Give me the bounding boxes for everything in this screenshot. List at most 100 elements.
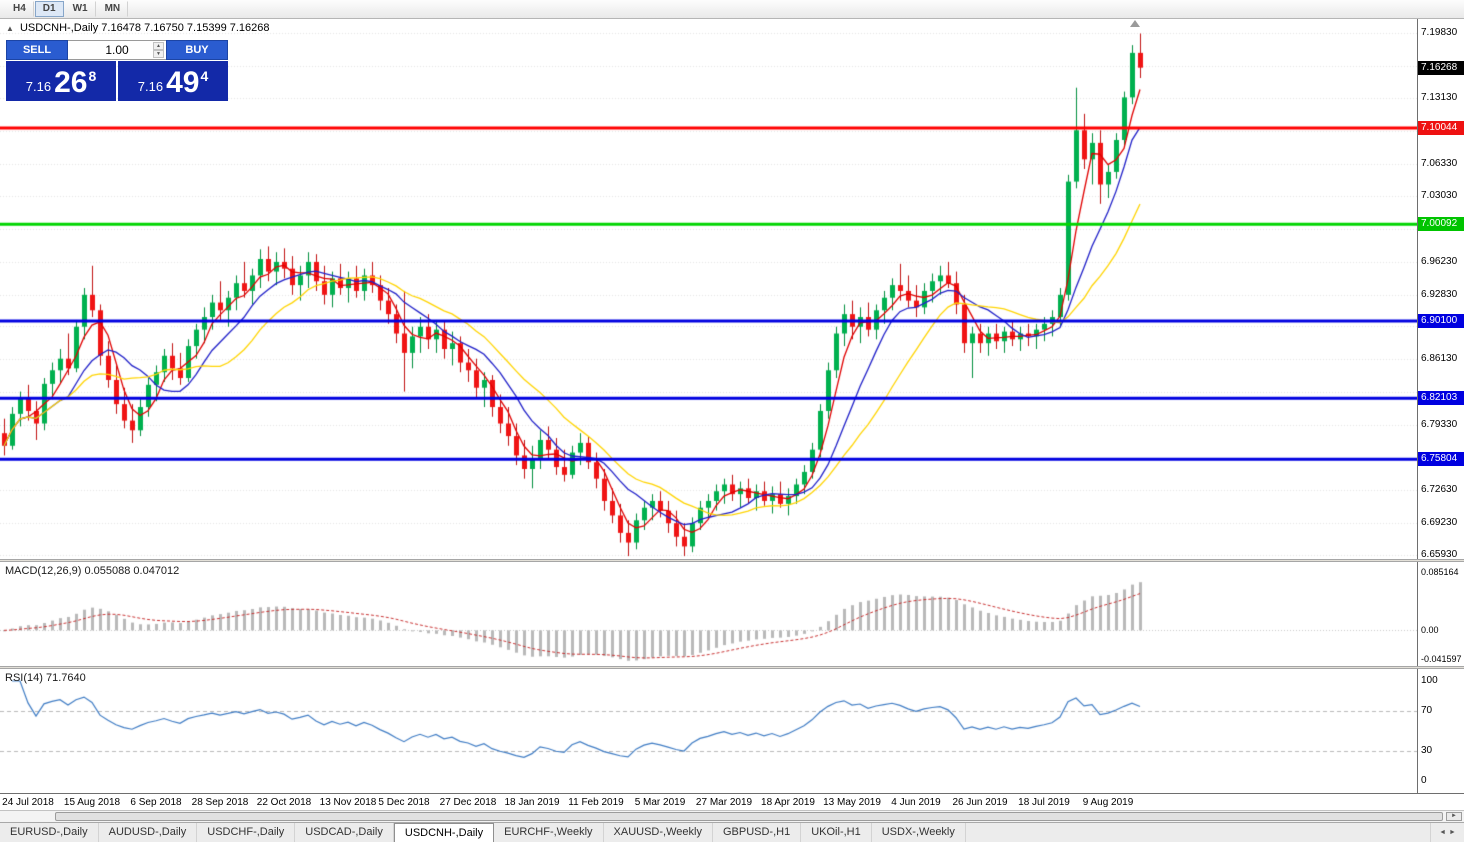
macd-canvas[interactable] xyxy=(0,562,1417,666)
rsi-panel: RSI(14) 71.7640 xyxy=(0,669,1417,793)
volume-up-icon[interactable]: ▲ xyxy=(153,42,164,50)
chart-symbol-period: USDCNH-,Daily xyxy=(19,22,99,34)
date-axis[interactable]: 24 Jul 2018 15 Aug 2018 6 Sep 2018 28 Sep 2… xyxy=(0,793,1417,810)
volume-down-icon[interactable]: ▼ xyxy=(153,50,164,58)
date-axis-label: 11 Feb 2019 xyxy=(568,797,624,808)
chart-tab-xauusd-weekly[interactable]: XAUUSD-,Weekly xyxy=(604,823,713,842)
chart-tab-bar: EURUSD-,Daily AUDUSD-,Daily USDCHF-,Daily U… xyxy=(0,822,1464,842)
scroll-to-end-button[interactable]: ► xyxy=(1446,812,1462,821)
date-axis-label: 22 Oct 2018 xyxy=(256,797,312,808)
price-axis-label: 7.19830 xyxy=(1421,27,1458,39)
buy-price-pips: 49 xyxy=(166,66,200,99)
chart-tab-eurusd-daily[interactable]: EURUSD-,Daily xyxy=(0,823,99,842)
chart-tab-usdx-weekly[interactable]: USDX-,Weekly xyxy=(872,823,966,842)
rsi-axis-label: 0 xyxy=(1421,775,1427,786)
rsi-axis-label: 30 xyxy=(1421,745,1433,756)
price-axis-label: 6.72630 xyxy=(1421,484,1458,495)
date-axis-label: 5 Dec 2018 xyxy=(378,797,430,808)
one-click-trading-panel: SELL 1.00 ▲ ▼ BUY 7.16 xyxy=(6,40,228,101)
sell-price-pips: 26 xyxy=(54,66,88,99)
chart-tab-usdchf-daily[interactable]: USDCHF-,Daily xyxy=(197,823,296,842)
date-axis-label: 18 Jul 2019 xyxy=(1018,797,1070,808)
macd-axis-label: 0.085164 xyxy=(1421,566,1459,577)
timeframe-button-w1[interactable]: W1 xyxy=(65,1,96,17)
chart-tabs-list: EURUSD-,Daily AUDUSD-,Daily USDCHF-,Daily U… xyxy=(0,823,1430,842)
rsi-label: RSI(14) 71.7640 xyxy=(5,672,86,684)
tab-scroll-controls: ◄ ► xyxy=(1430,823,1464,842)
tabs-scroll-left-icon[interactable]: ◄ xyxy=(1439,829,1446,836)
date-axis-label: 18 Jan 2019 xyxy=(504,797,560,808)
price-axis-label: 7.06330 xyxy=(1421,157,1458,169)
chart-tab-gbpusd-h1[interactable]: GBPUSD-,H1 xyxy=(713,823,802,842)
date-axis-label: 27 Mar 2019 xyxy=(695,797,753,808)
chart-title: ▲ USDCNH-,Daily 7.16478 7.16750 7.15399 … xyxy=(6,22,270,34)
tabs-scroll-right-icon[interactable]: ► xyxy=(1449,829,1456,836)
volume-spinner: ▲ ▼ xyxy=(153,42,164,58)
scrollbar-thumb[interactable] xyxy=(55,812,1443,821)
current-price-badge: 7.16268 xyxy=(1418,60,1464,75)
macd-label: MACD(12,26,9) 0.055088 0.047012 xyxy=(5,565,180,577)
support-2-price-badge: 6.82103 xyxy=(1418,391,1464,406)
sell-price-display[interactable]: 7.16 26 8 xyxy=(6,61,116,101)
price-axis-label: 6.86130 xyxy=(1421,353,1458,365)
rsi-axis-label: 70 xyxy=(1421,705,1433,716)
support-3-price-badge: 6.75804 xyxy=(1418,452,1464,467)
rsi-axis-label: 100 xyxy=(1421,675,1438,686)
macd-axis-label: -0.041597 xyxy=(1421,653,1462,664)
main-chart-canvas[interactable] xyxy=(0,19,1417,559)
chart-tab-ukoil-h1[interactable]: UKOil-,H1 xyxy=(801,823,872,842)
buy-price-point: 4 xyxy=(200,68,209,84)
buy-button[interactable]: BUY xyxy=(166,40,228,60)
chart-tab-usdcad-daily[interactable]: USDCAD-,Daily xyxy=(295,823,394,842)
price-axis[interactable]: 7.19830 7.13130 7.06330 7.03030 6.96230 6.928… xyxy=(1417,19,1464,559)
sell-button[interactable]: SELL xyxy=(6,40,68,60)
volume-input[interactable]: 1.00 ▲ ▼ xyxy=(68,40,166,60)
timeframe-toolbar: H4 D1 W1 MN xyxy=(0,0,1464,19)
chart-shift-marker-icon[interactable] xyxy=(1130,20,1140,27)
price-axis-label: 6.92830 xyxy=(1421,288,1458,300)
date-axis-corner xyxy=(1417,793,1464,810)
date-axis-label: 27 Dec 2018 xyxy=(439,797,497,808)
date-axis-label: 26 Jun 2019 xyxy=(952,797,1008,808)
date-axis-label: 4 Jun 2019 xyxy=(891,797,941,808)
sell-price-prefix: 7.16 xyxy=(25,79,52,94)
timeframe-button-mn[interactable]: MN xyxy=(97,1,129,17)
date-axis-label: 6 Sep 2018 xyxy=(130,797,182,808)
date-axis-label: 5 Mar 2019 xyxy=(634,797,686,808)
collapse-indicator-icon[interactable]: ▲ xyxy=(6,24,14,33)
timeframe-button-d1[interactable]: D1 xyxy=(34,1,64,17)
resistance-price-badge: 7.10044 xyxy=(1418,120,1464,135)
date-axis-label: 13 May 2019 xyxy=(823,797,881,808)
date-axis-label: 9 Aug 2019 xyxy=(1082,797,1134,808)
macd-panel: MACD(12,26,9) 0.055088 0.047012 xyxy=(0,562,1417,666)
timeframe-button-h4[interactable]: H4 xyxy=(5,1,34,17)
macd-axis-label: 0.00 xyxy=(1421,625,1439,636)
chart-tab-eurchf-weekly[interactable]: EURCHF-,Weekly xyxy=(494,823,604,842)
rsi-splitter[interactable] xyxy=(0,666,1464,669)
chart-tab-audusd-daily[interactable]: AUDUSD-,Daily xyxy=(99,823,198,842)
macd-axis[interactable]: 0.085164 0.00 -0.041597 xyxy=(1417,562,1464,666)
pivot-price-badge: 7.00092 xyxy=(1418,217,1464,232)
buy-price-prefix: 7.16 xyxy=(137,79,164,94)
support-1-price-badge: 6.90100 xyxy=(1418,313,1464,328)
price-axis-label: 6.96230 xyxy=(1421,255,1458,267)
volume-value: 1.00 xyxy=(105,43,129,57)
chart-tab-usdcnh-daily[interactable]: USDCNH-,Daily xyxy=(393,823,495,842)
price-axis-label: 7.03030 xyxy=(1421,189,1458,201)
date-axis-label: 13 Nov 2018 xyxy=(319,797,377,808)
rsi-canvas[interactable] xyxy=(0,669,1417,793)
date-axis-label: 28 Sep 2018 xyxy=(191,797,249,808)
chart-window: ▲ USDCNH-,Daily 7.16478 7.16750 7.15399 … xyxy=(0,19,1464,822)
chart-ohlc-values: 7.16478 7.16750 7.15399 7.16268 xyxy=(101,22,270,34)
rsi-axis[interactable]: 100 70 30 0 xyxy=(1417,669,1464,793)
date-axis-label: 24 Jul 2018 xyxy=(2,797,54,808)
macd-splitter[interactable] xyxy=(0,559,1464,562)
buy-price-display[interactable]: 7.16 49 4 xyxy=(118,61,228,101)
horizontal-scrollbar[interactable]: ► xyxy=(0,810,1464,822)
price-axis-label: 6.65930 xyxy=(1421,548,1458,559)
price-axis-label: 6.69230 xyxy=(1421,516,1458,528)
main-chart-panel: ▲ USDCNH-,Daily 7.16478 7.16750 7.15399 … xyxy=(0,19,1417,559)
sell-price-point: 8 xyxy=(88,68,97,84)
price-axis-label: 6.79330 xyxy=(1421,419,1458,431)
